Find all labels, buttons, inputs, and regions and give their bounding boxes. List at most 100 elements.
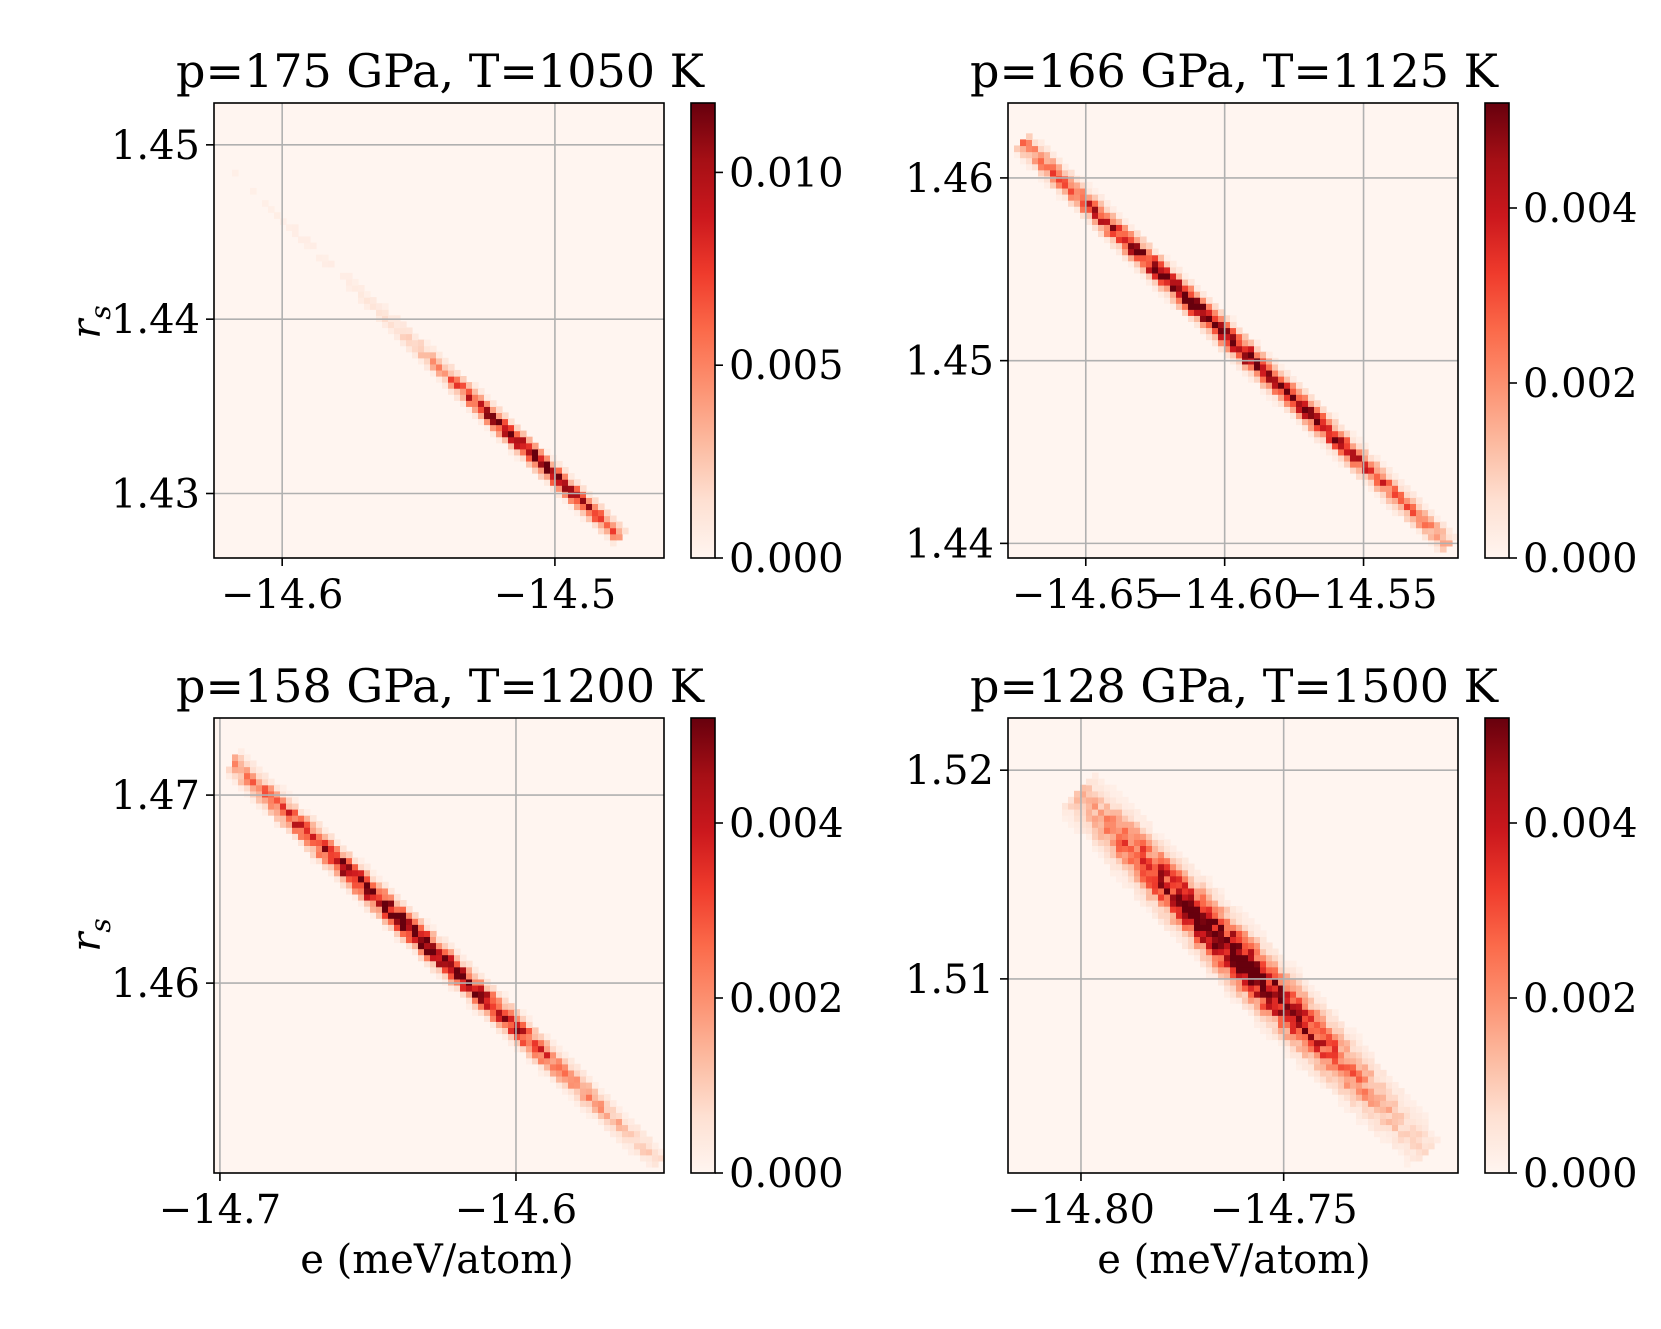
- heatmap-cell: [1194, 912, 1201, 919]
- heatmap-cell: [1182, 297, 1189, 304]
- heatmap-cell: [1290, 966, 1297, 974]
- heatmap-cell: [1452, 533, 1459, 541]
- heatmap-cell: [1278, 363, 1285, 371]
- heatmap-cell: [586, 1082, 593, 1089]
- heatmap-cell: [1284, 966, 1291, 974]
- heatmap-cell: [274, 790, 281, 798]
- heatmap-cell: [310, 833, 317, 840]
- heatmap-cell: [568, 1088, 575, 1095]
- heatmap-cell: [1242, 948, 1249, 956]
- heatmap-cell: [262, 790, 269, 798]
- heatmap-cell: [1182, 887, 1189, 895]
- heatmap-cell: [1272, 388, 1279, 395]
- heatmap-cell: [1410, 521, 1417, 529]
- heatmap-cell: [1104, 851, 1111, 859]
- heatmap-cell: [1056, 181, 1063, 189]
- heatmap-cell: [1116, 790, 1123, 798]
- heatmap-cell: [1344, 460, 1351, 468]
- heatmap-cell: [1182, 918, 1189, 925]
- heatmap-cell: [1110, 224, 1117, 231]
- heatmap-cell: [1380, 1094, 1387, 1101]
- heatmap-cell: [1386, 1112, 1393, 1119]
- heatmap-cell: [1308, 997, 1315, 1004]
- heatmap-cell: [1182, 900, 1189, 907]
- heatmap-cell: [1128, 815, 1135, 822]
- heatmap-cell: [556, 479, 563, 486]
- heatmap-cell: [262, 809, 269, 816]
- heatmap-cell: [568, 473, 575, 480]
- heatmap-cell: [1140, 857, 1147, 865]
- heatmap-cell: [1272, 363, 1279, 371]
- heatmap-cell: [1116, 845, 1123, 853]
- y-tick-label: 1.47: [111, 773, 200, 819]
- heatmap-cell: [1356, 1051, 1363, 1059]
- heatmap-cell: [1074, 200, 1081, 207]
- heatmap-cell: [1146, 254, 1153, 262]
- heatmap-cell: [1260, 978, 1267, 986]
- heatmap-cell: [592, 503, 599, 511]
- heatmap-cell: [1152, 863, 1159, 871]
- heatmap-cell: [1146, 906, 1153, 913]
- heatmap-cell: [1170, 857, 1177, 865]
- heatmap-cell: [1056, 194, 1063, 201]
- heatmap-cell: [1422, 1136, 1429, 1144]
- heatmap-cell: [1074, 187, 1081, 195]
- heatmap-cell: [1098, 809, 1105, 816]
- heatmap-cell: [298, 236, 305, 244]
- heatmap-cell: [1122, 839, 1129, 846]
- heatmap-cell: [1374, 1106, 1381, 1113]
- heatmap-cell: [1152, 881, 1159, 889]
- heatmap-cell: [1206, 321, 1213, 329]
- heatmap-cell: [1158, 266, 1165, 274]
- heatmap-cell: [1134, 260, 1141, 268]
- heatmap-cell: [1188, 869, 1195, 877]
- heatmap-cell: [1356, 1082, 1363, 1089]
- heatmap-cell: [310, 827, 317, 834]
- heatmap-cell: [1116, 869, 1123, 877]
- heatmap-cell: [328, 260, 335, 268]
- heatmap-cell: [580, 509, 587, 517]
- heatmap-cell: [1158, 845, 1165, 853]
- heatmap-cell: [1086, 206, 1093, 213]
- heatmap-cell: [544, 473, 551, 480]
- heatmap-cell: [1392, 497, 1399, 504]
- heatmap-cell: [1320, 418, 1327, 426]
- heatmap-cell: [1428, 515, 1435, 523]
- heatmap-cell: [574, 1100, 581, 1107]
- heatmap-cell: [1326, 1051, 1333, 1059]
- heatmap-cell: [1446, 527, 1453, 535]
- heatmap-cell: [1020, 145, 1027, 153]
- heatmap-cell: [1320, 1039, 1327, 1047]
- heatmap-cell: [370, 893, 377, 901]
- panel-p175: p=175 GPa, T=1050 K rs −14.6 −14.51.431.4…: [64, 44, 844, 618]
- grid-lines: [1008, 718, 1458, 1173]
- heatmap-cell: [1242, 333, 1249, 341]
- heatmap-cell: [1374, 460, 1381, 468]
- heatmap-cell: [1092, 194, 1099, 201]
- heatmap-cell: [1134, 881, 1141, 889]
- heatmap-cell: [1230, 339, 1237, 347]
- heatmap-cell: [1332, 1015, 1339, 1022]
- y-axis-label: rs: [64, 918, 117, 952]
- heatmap-cell: [262, 802, 269, 810]
- heatmap-cell: [478, 418, 485, 426]
- heatmap-cell: [1386, 1130, 1393, 1138]
- heatmap-cell: [1086, 827, 1093, 834]
- heatmap-cell: [520, 1027, 527, 1035]
- heatmap-cell: [1056, 175, 1063, 183]
- heatmap-cell: [1386, 1118, 1393, 1126]
- heatmap-cell: [520, 454, 527, 462]
- heatmap-cell: [628, 1130, 635, 1138]
- heatmap-cell: [1398, 491, 1405, 498]
- heatmap-cell: [1170, 863, 1177, 871]
- heatmap-cell: [1278, 394, 1285, 401]
- heatmap-cell: [310, 242, 317, 250]
- heatmap-cell: [1350, 1088, 1357, 1095]
- heatmap-cell: [1110, 236, 1117, 244]
- heatmap-cell: [1218, 339, 1225, 347]
- heatmap-cell: [1338, 1039, 1345, 1047]
- heatmap-cell: [1290, 394, 1297, 401]
- heatmap-cell: [580, 497, 587, 504]
- heatmap-cell: [346, 285, 353, 292]
- heatmap-cell: [1374, 1063, 1381, 1071]
